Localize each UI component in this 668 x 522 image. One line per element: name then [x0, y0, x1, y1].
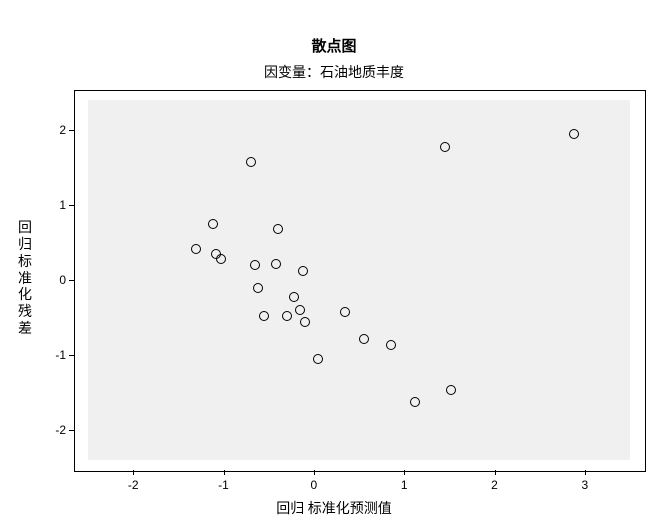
x-tick-mark — [314, 470, 315, 475]
x-tick-label: 1 — [401, 478, 408, 492]
scatter-point — [271, 259, 281, 269]
y-tick-label: 0 — [36, 273, 66, 287]
scatter-point — [191, 244, 201, 254]
chart-title: 散点图 — [0, 35, 668, 56]
x-tick-label: 3 — [581, 478, 588, 492]
scatter-point — [216, 254, 226, 264]
plot-area — [88, 100, 630, 460]
scatter-point — [410, 397, 420, 407]
scatter-point — [386, 340, 396, 350]
y-tick-label: 2 — [36, 123, 66, 137]
y-tick-mark — [69, 355, 74, 356]
scatter-point — [295, 305, 305, 315]
y-tick-mark — [69, 205, 74, 206]
scatter-point — [246, 157, 256, 167]
scatter-point — [440, 142, 450, 152]
x-tick-mark — [495, 470, 496, 475]
x-tick-mark — [404, 470, 405, 475]
scatter-point — [359, 334, 369, 344]
chart-container: 散点图 因变量：石油地质丰度 回归标准化残差 回归 标准化预测值 -2 -1 0 1 2… — [0, 0, 668, 522]
y-tick-label: 1 — [36, 198, 66, 212]
scatter-point — [313, 354, 323, 364]
scatter-point — [259, 311, 269, 321]
scatter-point — [446, 385, 456, 395]
scatter-point — [340, 307, 350, 317]
chart-subtitle: 因变量：石油地质丰度 — [0, 62, 668, 82]
x-axis-label: 回归 标准化预测值 — [0, 498, 668, 518]
scatter-point — [569, 129, 579, 139]
scatter-point — [289, 292, 299, 302]
y-tick-mark — [69, 130, 74, 131]
x-tick-label: -1 — [218, 478, 229, 492]
scatter-point — [300, 317, 310, 327]
y-axis-label: 回归标准化残差 — [18, 221, 32, 339]
x-tick-mark — [585, 470, 586, 475]
y-tick-label: -1 — [36, 348, 66, 362]
y-tick-mark — [69, 430, 74, 431]
x-tick-mark — [224, 470, 225, 475]
scatter-point — [298, 266, 308, 276]
scatter-point — [273, 224, 283, 234]
x-tick-label: 0 — [310, 478, 317, 492]
y-tick-mark — [69, 280, 74, 281]
x-tick-label: -2 — [128, 478, 139, 492]
y-tick-label: -2 — [36, 423, 66, 437]
scatter-point — [250, 260, 260, 270]
scatter-point — [282, 311, 292, 321]
x-tick-label: 2 — [491, 478, 498, 492]
scatter-point — [253, 283, 263, 293]
x-tick-mark — [133, 470, 134, 475]
scatter-point — [208, 219, 218, 229]
